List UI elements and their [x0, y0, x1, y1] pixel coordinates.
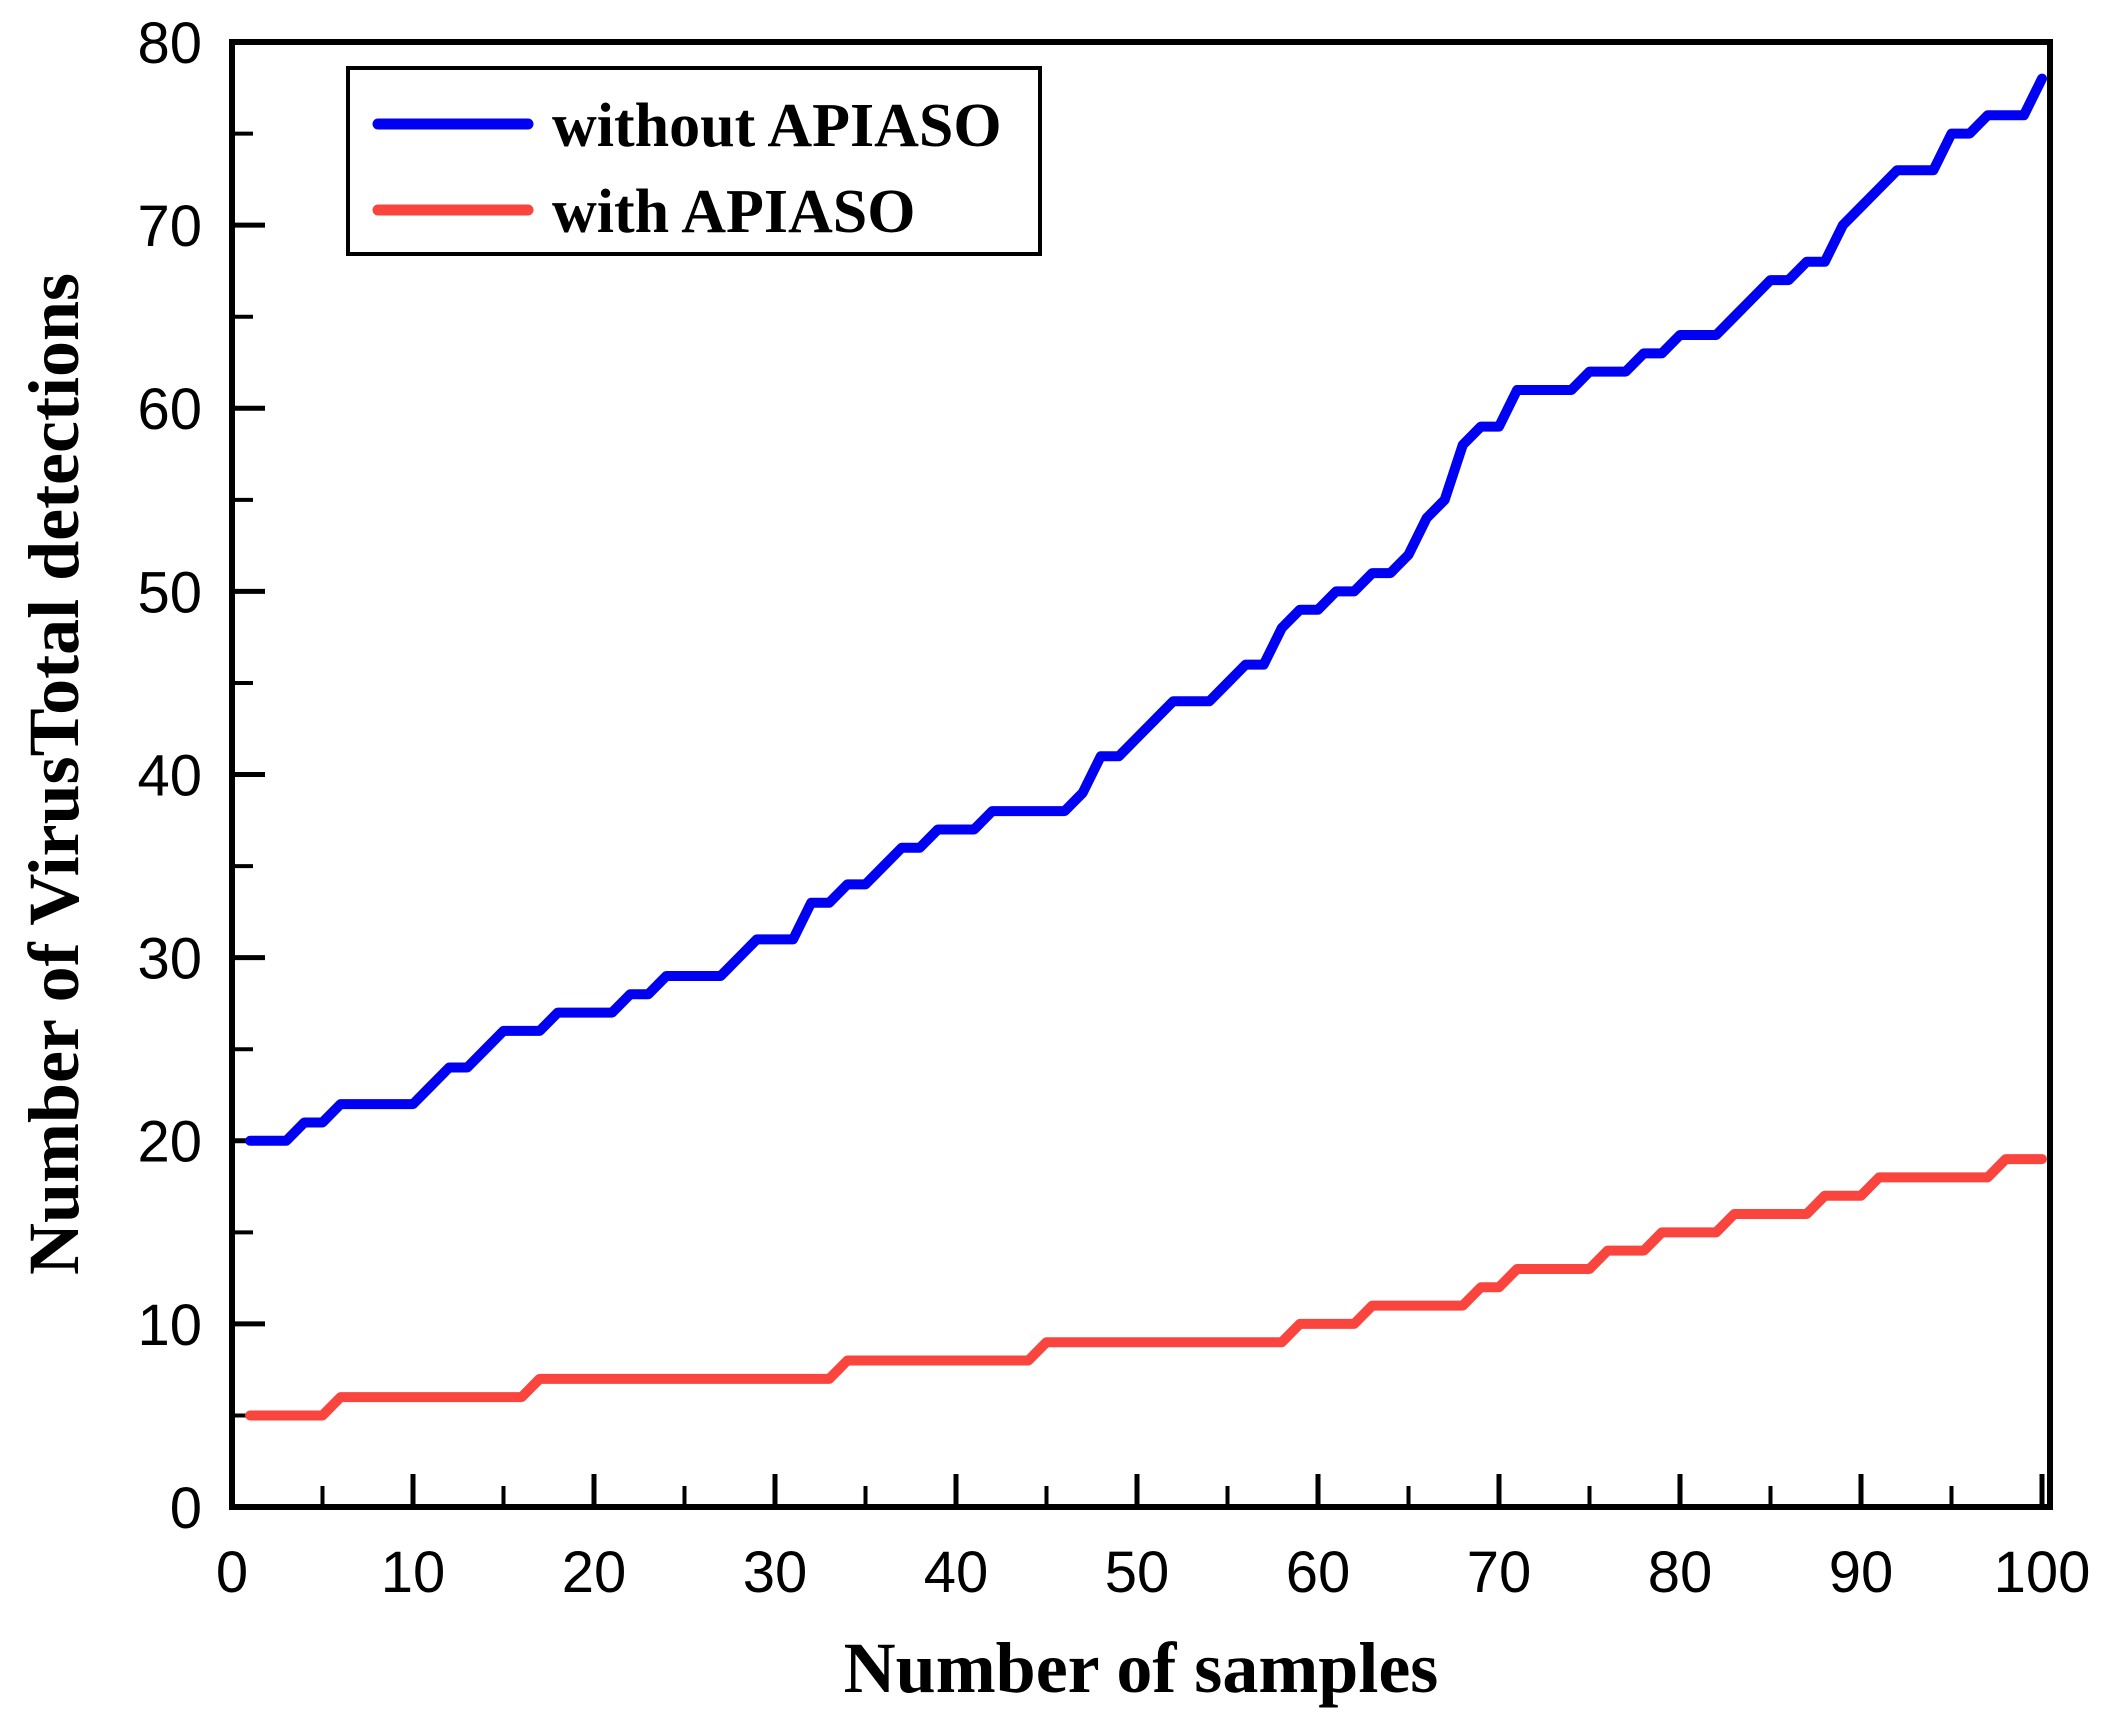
y-tick-label: 70: [137, 194, 202, 259]
y-tick-label: 20: [137, 1110, 202, 1175]
y-tick-label: 0: [170, 1476, 202, 1541]
x-tick-label: 30: [743, 1540, 808, 1605]
series-line-with-apiaso: [245, 1154, 2047, 1421]
series-line-without-apiaso: [245, 73, 2047, 1146]
legend-label-with-apiaso: with APIASO: [552, 178, 915, 246]
x-axis-title: Number of samples: [844, 1628, 1439, 1708]
legend-box: [346, 66, 1042, 256]
x-tick-label: 70: [1467, 1540, 1532, 1605]
legend: without APIASO with APIASO: [346, 66, 1042, 256]
y-axis-title: Number of VirusTotal detections: [14, 273, 94, 1275]
x-tick-label: 0: [216, 1540, 248, 1605]
y-tick-label: 80: [137, 11, 202, 76]
data-series: [245, 73, 2047, 1421]
x-tick-label: 40: [924, 1540, 989, 1605]
x-tick-label: 60: [1286, 1540, 1351, 1605]
y-tick-label: 50: [137, 560, 202, 625]
x-tick-label: 20: [562, 1540, 627, 1605]
y-tick-label: 30: [137, 927, 202, 992]
x-tick-label: 50: [1105, 1540, 1170, 1605]
y-tick-label: 10: [137, 1293, 202, 1358]
axis-ticks: 0 10 20 30 40 50 60 70 80 90 100 0 10 20 30 40 50 60 70 80: [137, 11, 2090, 1605]
legend-label-without-apiaso: without APIASO: [552, 92, 1002, 160]
x-tick-label: 100: [1994, 1540, 2091, 1605]
plot-border: [229, 39, 2053, 1510]
x-tick-label: 80: [1648, 1540, 1713, 1605]
x-tick-label: 10: [381, 1540, 446, 1605]
x-tick-label: 90: [1829, 1540, 1894, 1605]
y-tick-label: 60: [137, 377, 202, 442]
y-tick-label: 40: [137, 743, 202, 808]
